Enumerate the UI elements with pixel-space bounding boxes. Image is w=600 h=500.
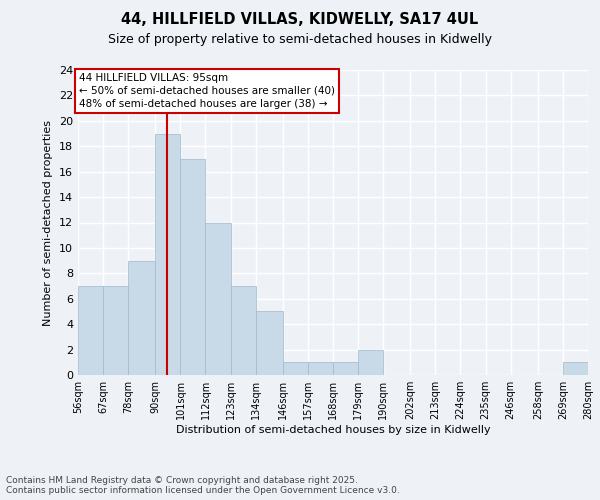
Text: 44 HILLFIELD VILLAS: 95sqm
← 50% of semi-detached houses are smaller (40)
48% of: 44 HILLFIELD VILLAS: 95sqm ← 50% of semi… — [79, 72, 335, 109]
Text: 44, HILLFIELD VILLAS, KIDWELLY, SA17 4UL: 44, HILLFIELD VILLAS, KIDWELLY, SA17 4UL — [121, 12, 479, 28]
Bar — [181, 159, 205, 375]
Bar — [308, 362, 333, 375]
Bar — [283, 362, 308, 375]
Bar — [563, 362, 588, 375]
Bar — [256, 312, 283, 375]
Bar — [205, 222, 230, 375]
Bar — [155, 134, 181, 375]
Bar — [333, 362, 358, 375]
Text: Size of property relative to semi-detached houses in Kidwelly: Size of property relative to semi-detach… — [108, 32, 492, 46]
Text: Contains HM Land Registry data © Crown copyright and database right 2025.
Contai: Contains HM Land Registry data © Crown c… — [6, 476, 400, 495]
Bar — [230, 286, 256, 375]
Bar — [78, 286, 103, 375]
X-axis label: Distribution of semi-detached houses by size in Kidwelly: Distribution of semi-detached houses by … — [176, 425, 490, 435]
Bar — [103, 286, 128, 375]
Bar — [128, 260, 155, 375]
Bar — [358, 350, 383, 375]
Y-axis label: Number of semi-detached properties: Number of semi-detached properties — [43, 120, 53, 326]
